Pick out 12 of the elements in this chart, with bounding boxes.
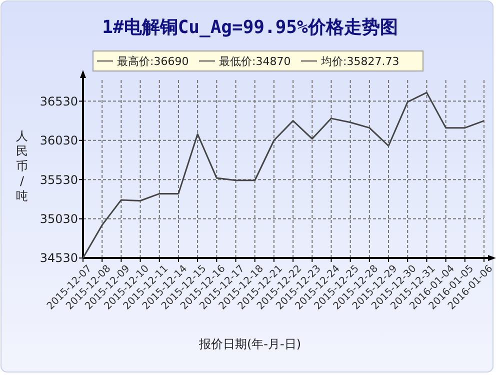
y-tick-label: 36030 — [40, 134, 78, 148]
y-tick-label: 34530 — [40, 251, 78, 266]
y-axis-title: 人民币/吨 — [16, 129, 28, 203]
line-series — [82, 92, 485, 259]
y-tick-label: 35030 — [40, 212, 78, 226]
text: 均价:35827.73 — [320, 55, 400, 68]
text: 最高价:36690 — [117, 55, 189, 68]
text: 最低价:34870 — [219, 55, 291, 68]
y-tick-label: 36530 — [40, 94, 78, 108]
chart-title: 1#电解铜Cu_Ag=99.95%价格走势图 — [102, 17, 398, 38]
y-tick-label: 35530 — [40, 172, 78, 187]
x-axis-title: 报价日期(年-月-日) — [198, 337, 302, 351]
